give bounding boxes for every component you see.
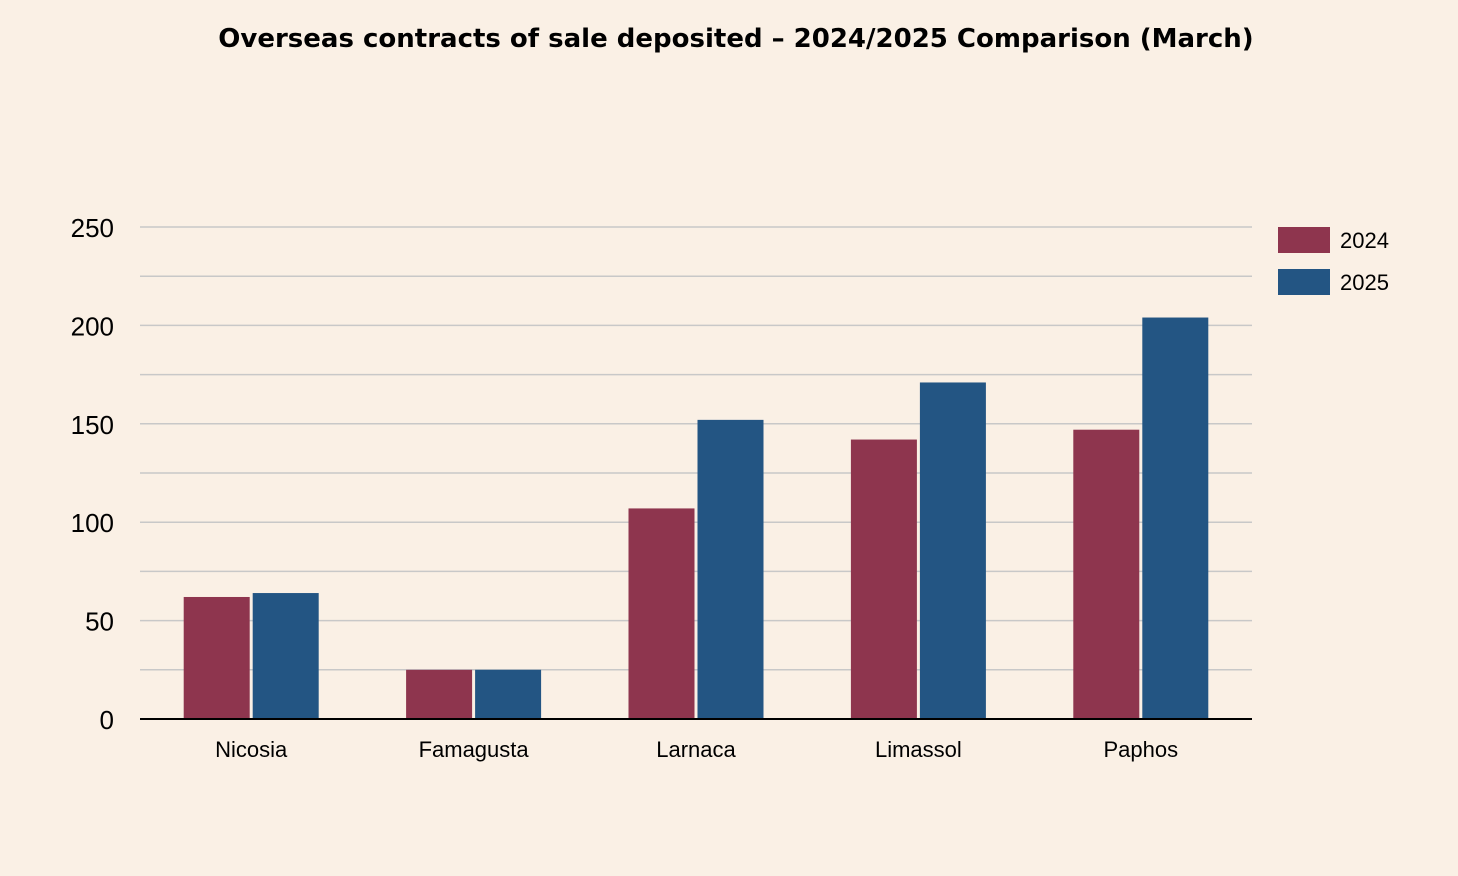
x-category-label: Paphos bbox=[1103, 737, 1178, 762]
bar-larnaca-2024 bbox=[628, 508, 695, 719]
bar-nicosia-2024 bbox=[183, 596, 250, 719]
x-category-label: Famagusta bbox=[419, 737, 530, 762]
y-tick-label: 100 bbox=[71, 508, 114, 538]
bars bbox=[183, 317, 1209, 719]
bar-limassol-2024 bbox=[850, 439, 917, 719]
y-tick-label: 150 bbox=[71, 410, 114, 440]
gridlines bbox=[140, 226, 1252, 671]
bar-famagusta-2025 bbox=[475, 669, 542, 719]
y-tick-label: 200 bbox=[71, 311, 114, 341]
x-category-label: Limassol bbox=[875, 737, 962, 762]
bar-famagusta-2024 bbox=[406, 669, 473, 719]
x-category-label: Larnaca bbox=[656, 737, 736, 762]
bar-nicosia-2025 bbox=[252, 593, 319, 719]
legend-label-2024: 2024 bbox=[1340, 228, 1389, 253]
y-tick-label: 0 bbox=[100, 705, 114, 735]
x-axis-category-labels: Nicosia Famagusta Larnaca Limassol Paphos bbox=[215, 737, 1178, 762]
y-axis-tick-labels: 0 50 100 150 200 250 bbox=[71, 213, 114, 735]
legend-label-2025: 2025 bbox=[1340, 270, 1389, 295]
legend: 2024 2025 bbox=[1278, 227, 1389, 295]
y-tick-label: 50 bbox=[85, 607, 114, 637]
bar-paphos-2024 bbox=[1073, 429, 1140, 719]
y-tick-label: 250 bbox=[71, 213, 114, 243]
legend-swatch-2025 bbox=[1278, 269, 1330, 295]
x-category-label: Nicosia bbox=[215, 737, 288, 762]
bar-paphos-2025 bbox=[1142, 317, 1209, 719]
chart-title: Overseas contracts of sale deposited – 2… bbox=[218, 24, 1253, 54]
legend-swatch-2024 bbox=[1278, 227, 1330, 253]
bar-larnaca-2025 bbox=[697, 419, 764, 719]
bar-limassol-2025 bbox=[919, 382, 986, 719]
